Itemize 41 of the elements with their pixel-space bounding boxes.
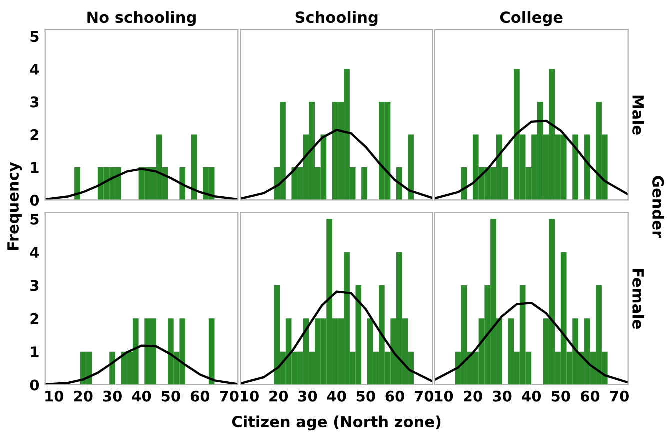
chart-title: No schooling (88, 11, 196, 26)
text: Gender (652, 176, 664, 238)
x-tick-label: 40 (132, 390, 152, 402)
x-tick-label: 30 (298, 390, 318, 402)
x-tick-label: 60 (190, 390, 210, 402)
x-tick-label: 50 (552, 390, 570, 402)
y-tick-label: 0 (30, 380, 40, 391)
chart-title: Schooling (296, 11, 378, 26)
text: Male (632, 96, 644, 135)
x-tick-label: 30 (493, 390, 512, 402)
x-tick-label: 20 (74, 390, 93, 402)
x-tick-label: 60 (386, 390, 404, 402)
x-tick-label: 70 (414, 390, 434, 402)
x-axis-title: Citizen age (North zone) (232, 416, 441, 431)
text: Female (632, 269, 644, 330)
x-tick-label: 60 (580, 390, 600, 402)
x-tick-label: 50 (162, 390, 180, 402)
x-tick-label: 20 (464, 390, 482, 402)
y-tick-label: 2 (30, 129, 39, 140)
x-tick-label: 40 (522, 390, 542, 402)
y-tick-label: 3 (30, 280, 39, 292)
y-tick-label: 1 (31, 346, 39, 358)
x-tick-label: 70 (610, 390, 629, 402)
y-axis-title: Frequency (8, 162, 22, 250)
y-tick-label: 5 (30, 214, 39, 225)
x-tick-label: 10 (241, 390, 259, 402)
y-tick-label: 4 (30, 247, 40, 258)
y-tick-label: 3 (30, 96, 39, 108)
chart-title: College (500, 11, 563, 26)
y-tick-label: 4 (30, 64, 40, 75)
y-tick-label: 0 (30, 194, 40, 206)
y-tick-label: 5 (30, 31, 39, 42)
x-tick-label: 30 (103, 390, 122, 402)
y-tick-label: 2 (30, 313, 39, 324)
x-tick-label: 40 (327, 390, 346, 402)
y-tick-label: 1 (31, 162, 39, 173)
x-tick-label: 50 (356, 390, 376, 402)
x-tick-label: 10 (46, 390, 64, 402)
x-tick-label: 10 (435, 390, 454, 402)
x-tick-label: 70 (220, 390, 239, 402)
x-tick-label: 20 (270, 390, 288, 402)
